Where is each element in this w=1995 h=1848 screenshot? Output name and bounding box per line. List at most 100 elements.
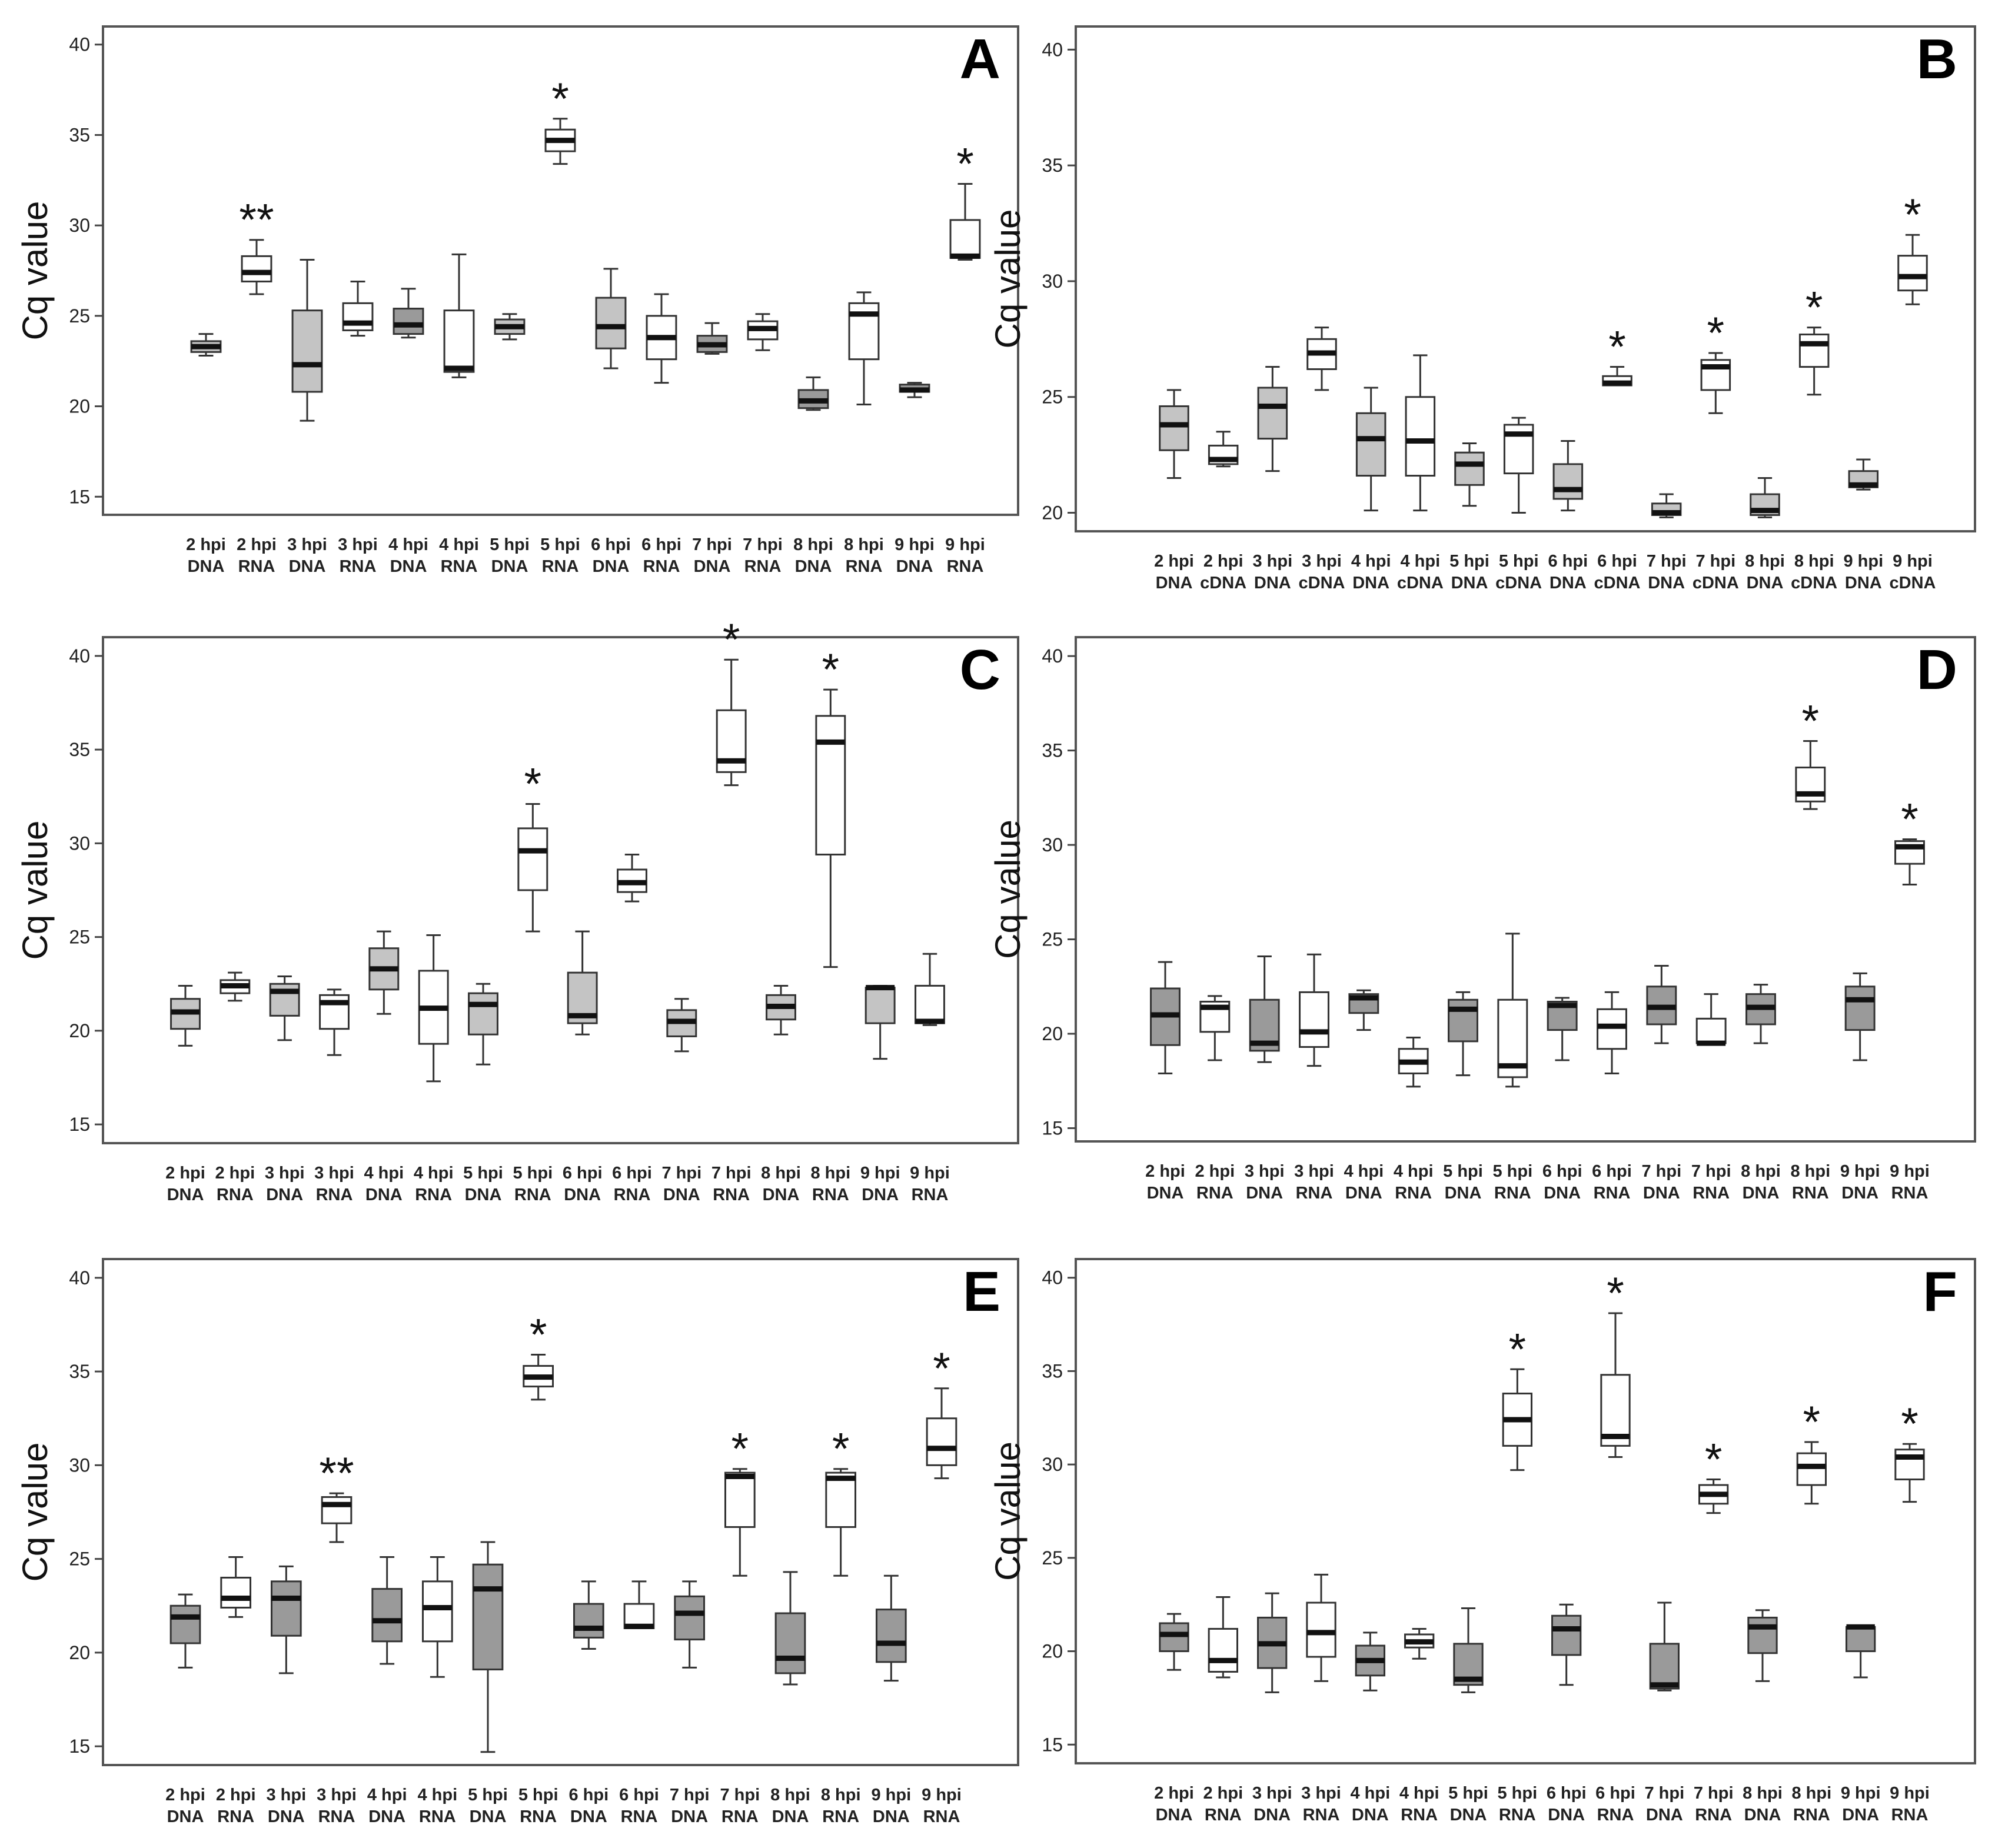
box-9 xyxy=(1551,1603,1582,1686)
x-tick-label-bottom: RNA xyxy=(1494,1184,1531,1203)
box-3 xyxy=(1257,1592,1288,1693)
y-tick-label: 20 xyxy=(69,1020,90,1041)
x-tick-label-top: 8 hpi xyxy=(810,1164,850,1183)
plot-frame xyxy=(1075,1258,1976,1764)
x-tick-label-bottom: DNA xyxy=(1246,1184,1283,1203)
x-tick-label-top: 5 hpi xyxy=(513,1164,553,1183)
y-tick-label: 30 xyxy=(69,1454,90,1476)
x-tick-label-bottom: RNA xyxy=(1395,1184,1432,1203)
x-tick-label-bottom: DNA xyxy=(564,1186,601,1204)
significance-marker: * xyxy=(1901,1399,1918,1449)
box-4 xyxy=(1299,953,1329,1067)
box-1 xyxy=(1159,389,1189,479)
iqr-box xyxy=(949,219,981,259)
x-tick-label-bottom: RNA xyxy=(621,1807,658,1826)
iqr-box xyxy=(1454,451,1485,486)
iqr-box xyxy=(1649,1643,1680,1690)
box-9 xyxy=(573,1580,604,1650)
x-tick-label-bottom: RNA xyxy=(812,1186,849,1204)
x-tick-label-bottom: RNA xyxy=(1594,1184,1631,1203)
y-tick-label: 15 xyxy=(1042,1118,1063,1139)
x-tick-label-bottom: cDNA xyxy=(1890,574,1936,592)
x-tick-label-bottom: RNA xyxy=(1792,1184,1829,1203)
significance-marker: * xyxy=(530,1310,547,1360)
x-tick-label-top: 5 hpi xyxy=(1443,1162,1483,1181)
panel-label: E xyxy=(963,1260,1000,1323)
significance-marker: * xyxy=(1803,1397,1821,1447)
y-tick-label: 30 xyxy=(69,215,90,236)
x-tick-label-top: 6 hpi xyxy=(1597,552,1637,571)
box-10 xyxy=(623,1580,655,1629)
panel-label: B xyxy=(1917,28,1957,91)
box-10 xyxy=(617,853,647,903)
iqr-box xyxy=(421,1580,453,1643)
box-3 xyxy=(1257,366,1288,472)
x-tick-label-bottom: DNA xyxy=(1352,574,1389,592)
x-tick-label-bottom: RNA xyxy=(316,1186,353,1204)
x-tick-label-bottom: DNA xyxy=(671,1807,708,1826)
x-tick-label-top: 5 hpi xyxy=(1492,1162,1532,1181)
x-tick-label-top: 3 hpi xyxy=(1245,1162,1285,1181)
plot-frame xyxy=(102,636,1019,1144)
x-tick-label-top: 8 hpi xyxy=(761,1164,801,1183)
box-8: * xyxy=(1502,1324,1533,1471)
box-13 xyxy=(797,376,829,411)
box-10 xyxy=(646,293,677,384)
y-axis-label: Cq value xyxy=(15,1443,55,1582)
box-15 xyxy=(1846,1624,1876,1679)
x-tick-label-bottom: RNA xyxy=(822,1807,859,1826)
box-12 xyxy=(1695,993,1727,1046)
box-16: * xyxy=(1894,1399,1925,1503)
x-tick-label-bottom: RNA xyxy=(947,557,984,576)
box-16: * xyxy=(926,1344,957,1480)
plot-frame xyxy=(1075,636,1976,1143)
iqr-box xyxy=(1597,1008,1627,1050)
box-11 xyxy=(696,322,728,355)
iqr-box xyxy=(1897,255,1928,292)
y-axis-label: Cq value xyxy=(15,201,55,341)
y-tick-label: 20 xyxy=(1042,1641,1063,1662)
x-tick-label-bottom: RNA xyxy=(1205,1806,1242,1824)
panel-b: 20 25 30 35 40 Cq value B 2 hpi DNA 2 hpi cDNA 3 hp… xyxy=(988,25,1976,592)
x-tick-label-top: 5 hpi xyxy=(1499,552,1539,571)
box-16: * xyxy=(949,139,981,261)
x-tick-label-top: 6 hpi xyxy=(568,1786,609,1804)
iqr-box xyxy=(443,309,475,373)
x-tick-label-top: 6 hpi xyxy=(619,1786,659,1804)
x-tick-label-bottom: DNA xyxy=(188,557,225,576)
box-6 xyxy=(418,934,449,1083)
x-tick-label-top: 9 hpi xyxy=(910,1164,950,1183)
x-tick-label-top: 4 hpi xyxy=(364,1164,404,1183)
x-tick-label-top: 8 hpi xyxy=(793,535,833,554)
iqr-box xyxy=(1159,1622,1189,1653)
box-9 xyxy=(595,268,627,369)
box-15 xyxy=(1848,458,1879,491)
iqr-box xyxy=(1257,387,1288,440)
x-tick-label-top: 3 hpi xyxy=(287,535,327,554)
x-tick-label-top: 7 hpi xyxy=(692,535,732,554)
significance-marker: * xyxy=(832,1424,850,1474)
iqr-box xyxy=(468,992,498,1035)
x-tick-label-top: 4 hpi xyxy=(367,1786,407,1804)
iqr-box xyxy=(1355,412,1386,477)
box-3 xyxy=(269,975,300,1041)
x-tick-label-bottom: RNA xyxy=(419,1807,456,1826)
y-tick-label: 15 xyxy=(69,1114,90,1135)
y-tick-label: 15 xyxy=(1042,1734,1063,1755)
x-tick-label-top: 5 hpi xyxy=(490,535,530,554)
box-4 xyxy=(342,280,374,337)
significance-marker: * xyxy=(956,139,974,189)
x-tick-label-bottom: DNA xyxy=(1156,574,1193,592)
box-14: * xyxy=(1796,1397,1827,1505)
x-tick-label-bottom: RNA xyxy=(643,557,680,576)
x-tick-label-top: 4 hpi xyxy=(1350,1784,1390,1803)
x-tick-label-top: 3 hpi xyxy=(1301,1784,1341,1803)
box-14: * xyxy=(1795,697,1826,810)
x-tick-label-bottom: DNA xyxy=(266,1186,303,1204)
box-14 xyxy=(848,291,880,405)
box-7 xyxy=(1448,991,1478,1077)
x-tick-label-bottom: cDNA xyxy=(1791,574,1837,592)
x-tick-label-bottom: DNA xyxy=(1643,1184,1680,1203)
iqr-box xyxy=(1695,1017,1727,1044)
